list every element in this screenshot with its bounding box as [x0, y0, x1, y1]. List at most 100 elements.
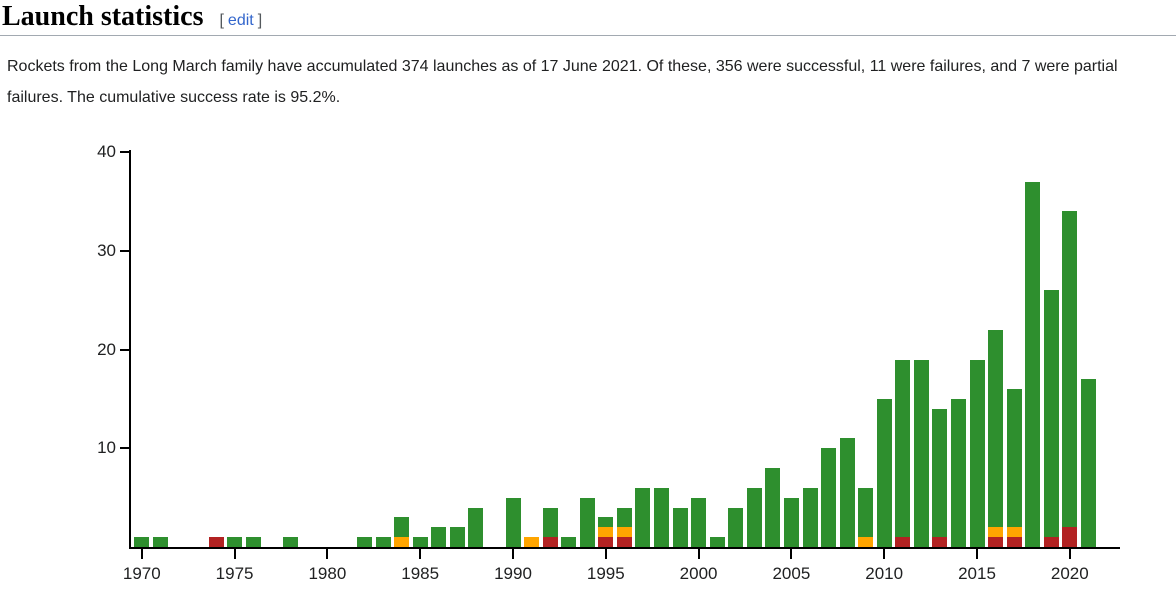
bar-1997 [635, 487, 651, 547]
x-axis-tick-2000 [697, 549, 700, 559]
y-axis-tick-40 [120, 151, 129, 154]
x-axis-tick-1980 [326, 549, 329, 559]
edit-section: [edit] [219, 13, 262, 29]
bar-1996 [616, 507, 632, 548]
y-axis-label-40: 40 [97, 142, 116, 162]
x-axis-label-1970: 1970 [122, 564, 161, 583]
x-axis-tick-2010 [883, 549, 886, 559]
bar-2021 [1080, 379, 1096, 547]
bar-1983 [375, 537, 391, 547]
bar-1971 [152, 537, 168, 547]
bar-2003 [746, 487, 762, 547]
bar-2012 [913, 359, 929, 547]
bar-1974 [208, 537, 224, 547]
bar-segment-success-2008 [839, 438, 855, 547]
bar-segment-success-2007 [821, 448, 836, 547]
bar-1978 [282, 537, 298, 547]
x-axis-tick-1995 [604, 549, 607, 559]
bar-segment-success-1999 [672, 507, 688, 547]
bar-2008 [839, 438, 855, 547]
bar-2010 [876, 399, 892, 547]
bar-segment-success-1978 [282, 537, 298, 547]
bar-segment-success-2011 [895, 359, 911, 538]
y-axis-tick-20 [120, 348, 129, 351]
bar-1985 [412, 537, 428, 547]
bar-1999 [672, 507, 688, 547]
bar-segment-success-2014 [950, 399, 966, 547]
bar-1998 [654, 487, 669, 547]
bar-segment-success-2001 [709, 537, 725, 547]
bar-2007 [821, 448, 836, 547]
bar-segment-failure-2013 [932, 537, 948, 547]
bar-segment-success-1987 [449, 527, 465, 547]
y-axis-label-10: 10 [97, 438, 116, 458]
bar-segment-success-2020 [1062, 211, 1078, 528]
y-axis-tick-10 [120, 447, 129, 450]
bar-2014 [950, 399, 966, 547]
bar-2017 [1006, 389, 1022, 547]
bar-segment-success-2005 [783, 497, 799, 547]
x-axis-tick-1970 [140, 549, 143, 559]
page-title: Launch statistics [2, 1, 204, 32]
x-axis-label-2015: 2015 [958, 564, 996, 583]
bar-segment-success-2000 [691, 497, 707, 547]
intro-paragraph: Rockets from the Long March family have … [7, 58, 1118, 106]
bar-segment-success-1990 [505, 497, 521, 547]
heading-divider [0, 35, 1176, 36]
x-axis-label-2020: 2020 [1050, 564, 1089, 583]
bar-1993 [561, 537, 577, 547]
bar-segment-success-2009 [858, 487, 874, 538]
bar-segment-failure-1992 [542, 537, 558, 547]
bar-segment-success-1998 [654, 487, 669, 547]
bar-1994 [579, 497, 595, 547]
edit-link[interactable]: edit [227, 12, 254, 29]
bar-segment-success-1976 [245, 537, 261, 547]
bar-segment-success-2013 [932, 408, 948, 538]
bar-segment-success-2015 [969, 359, 985, 547]
bar-2018 [1025, 181, 1041, 547]
x-axis-tick-1985 [419, 549, 422, 559]
bar-segment-failure-2019 [1043, 537, 1059, 547]
bar-segment-success-1982 [357, 537, 372, 547]
bar-segment-success-2019 [1043, 290, 1059, 538]
bar-segment-success-1996 [616, 507, 632, 528]
bar-segment-partial_failure-2016 [988, 527, 1004, 538]
bar-segment-success-1975 [227, 537, 243, 547]
bar-2005 [783, 497, 799, 547]
bar-segment-success-2010 [876, 399, 892, 547]
bar-1991 [524, 537, 540, 547]
bar-segment-success-1983 [375, 537, 391, 547]
bar-segment-success-1993 [561, 537, 577, 547]
bar-2011 [895, 359, 911, 547]
bar-2000 [691, 497, 707, 547]
x-axis-label-2000: 2000 [679, 564, 718, 583]
bar-2004 [765, 468, 781, 547]
x-axis-label-1985: 1985 [401, 564, 440, 583]
bar-2019 [1043, 290, 1059, 547]
x-axis-label-1995: 1995 [586, 564, 625, 583]
bar-2009 [858, 487, 874, 547]
bar-segment-success-2003 [746, 487, 762, 547]
bar-segment-failure-2017 [1006, 537, 1022, 547]
bar-segment-failure-2020 [1062, 527, 1078, 547]
bar-segment-success-1986 [431, 527, 447, 547]
section-heading-row: Launch statistics [edit] [0, 0, 1176, 32]
y-axis-tick-30 [120, 249, 129, 252]
x-axis [129, 547, 1120, 549]
bar-2001 [709, 537, 725, 547]
bar-2016 [988, 329, 1004, 547]
bar-segment-success-2021 [1080, 379, 1096, 547]
bar-1970 [134, 537, 150, 547]
bar-segment-success-2018 [1025, 181, 1041, 547]
bar-segment-failure-2011 [895, 537, 911, 547]
bar-segment-success-1994 [579, 497, 595, 547]
bar-2020 [1062, 211, 1078, 547]
bar-1990 [505, 497, 521, 547]
bar-segment-success-2006 [802, 487, 818, 547]
bar-2013 [932, 408, 948, 547]
bar-1987 [449, 527, 465, 547]
bar-segment-partial_failure-1984 [394, 537, 410, 547]
bar-2002 [728, 507, 744, 547]
bar-segment-partial_failure-2017 [1006, 527, 1022, 538]
bar-2015 [969, 359, 985, 547]
